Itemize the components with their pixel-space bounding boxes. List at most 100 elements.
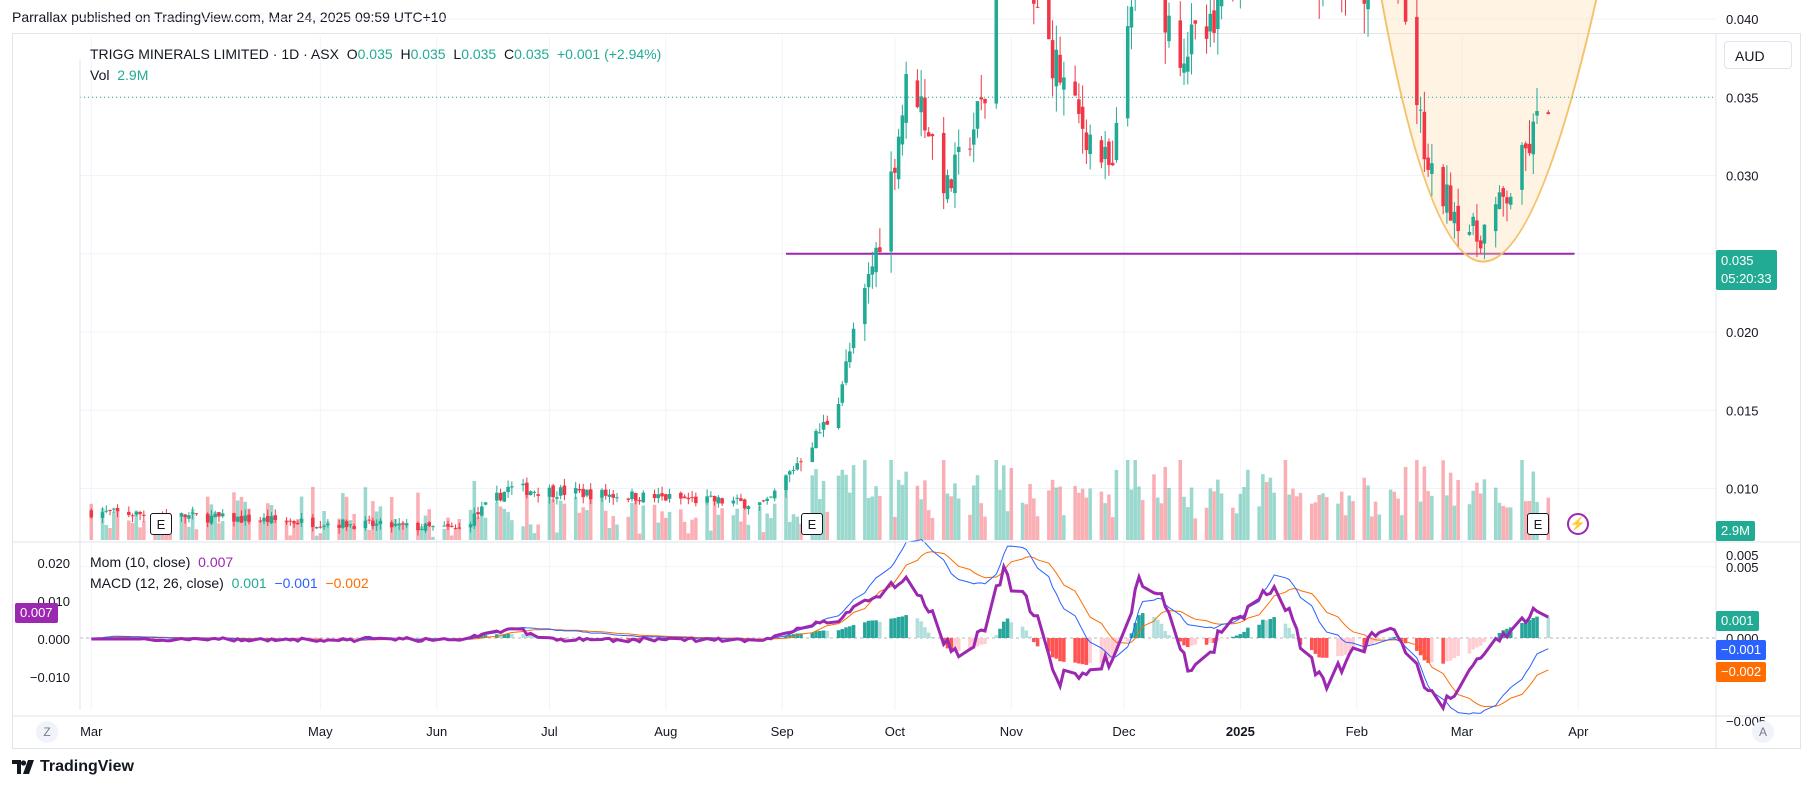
lightning-icon[interactable]: ⚡ — [1567, 513, 1589, 535]
macd-histogram-bar — [525, 635, 529, 638]
candle-body — [1099, 140, 1104, 163]
candle-body — [825, 420, 830, 425]
candle-body — [791, 469, 796, 471]
volume-bar — [1058, 486, 1062, 540]
volume-bar — [1422, 466, 1427, 540]
volume-bar — [1294, 496, 1299, 540]
macd-label[interactable]: MACD (12, 26, close) — [90, 575, 224, 591]
candle-body — [1125, 26, 1130, 119]
volume-bar — [100, 508, 105, 540]
macd-histogram-bar — [1452, 638, 1457, 658]
macd-histogram-bar — [311, 638, 315, 639]
time-tick-label: Aug — [654, 724, 677, 739]
candle-body — [1478, 240, 1483, 249]
auto-scale-toggle[interactable]: A — [1752, 721, 1774, 743]
candle-body — [739, 498, 743, 501]
volume-bar — [363, 487, 368, 540]
candle-body — [919, 96, 923, 113]
volume-bar — [983, 516, 987, 540]
macd-histogram-bar — [795, 633, 800, 638]
volume-bar — [521, 526, 525, 540]
candle-body — [690, 497, 694, 499]
volume-bar — [866, 497, 871, 540]
volume-label[interactable]: Vol — [90, 67, 110, 83]
macd-histogram-bar — [904, 615, 908, 638]
volume-bar — [449, 535, 454, 540]
candle-body — [427, 522, 432, 526]
volume-bar — [393, 518, 398, 540]
candle-body — [611, 494, 616, 498]
macd-histogram-bar — [1520, 622, 1524, 638]
macd-histogram-bar — [1088, 638, 1092, 664]
earnings-marker-1[interactable]: E — [150, 513, 172, 535]
macd-histogram-bar — [1388, 637, 1393, 638]
candle-body — [1493, 204, 1498, 232]
macd-histogram-bar — [840, 628, 845, 638]
bar-countdown: 05:20:33 — [1721, 271, 1772, 286]
macd-histogram-bar — [419, 638, 424, 639]
candle-body — [746, 506, 751, 510]
macd-histogram-bar — [1339, 638, 1344, 656]
macd-histogram-bar — [836, 630, 841, 638]
symbol-title[interactable]: TRIGG MINERALS LIMITED · 1D · ASX — [90, 46, 339, 62]
volume-bars — [89, 460, 1551, 540]
volume-bar — [761, 532, 766, 540]
candle-body — [130, 515, 135, 517]
volume-bar — [1343, 515, 1348, 540]
volume-bar — [919, 499, 923, 540]
macd-histogram-bar — [318, 638, 323, 639]
mom-label[interactable]: Mom (10, close) — [90, 554, 191, 570]
volume-bar — [258, 521, 263, 540]
candle-body — [1212, 10, 1216, 33]
volume-bar — [742, 499, 747, 540]
volume-bar — [558, 500, 563, 540]
volume-bar — [915, 485, 920, 540]
candle-body — [247, 514, 251, 522]
candle-body — [836, 403, 841, 429]
macd-histogram-bar — [878, 621, 882, 638]
volume-badge: 2.9M — [1716, 521, 1755, 541]
currency-button[interactable]: AUD — [1724, 41, 1792, 69]
candle-body — [314, 527, 319, 529]
macd-histogram-bar — [1234, 635, 1239, 638]
macd-histogram-bar — [1527, 620, 1532, 638]
volume-bar — [1028, 484, 1032, 540]
volume-bar — [284, 520, 289, 540]
volume-bar — [314, 535, 319, 540]
axes: 0.0550.0500.0450.0400.0350.0300.0250.020… — [12, 12, 1801, 748]
candle-body — [112, 508, 116, 510]
earnings-marker-2[interactable]: E — [801, 513, 823, 535]
macd-histogram-bar — [975, 638, 980, 647]
candle-body — [1208, 13, 1213, 32]
macd-line-value: −0.001 — [274, 575, 318, 591]
volume-bar — [573, 496, 578, 540]
macd-histogram-bar — [1035, 638, 1040, 647]
candle-body — [840, 384, 845, 403]
macd-histogram-bar — [344, 638, 349, 639]
volume-bar — [1047, 490, 1051, 540]
timezone-toggle[interactable]: Z — [36, 721, 58, 743]
candle-body — [510, 486, 514, 488]
candle-body — [878, 247, 882, 253]
low-label: L — [453, 46, 462, 62]
volume-bar — [536, 524, 540, 540]
candle-body — [194, 513, 199, 515]
candle-body — [457, 527, 462, 529]
macd-histogram-bar — [1505, 628, 1509, 638]
tradingview-logo[interactable]: TradingView — [12, 758, 134, 776]
candle-body — [239, 515, 244, 523]
candle-body — [1467, 232, 1472, 235]
earnings-marker-3[interactable]: E — [1527, 513, 1549, 535]
candle-body — [127, 511, 131, 516]
volume-bar — [1261, 474, 1265, 540]
volume-bar — [217, 523, 221, 540]
candle-body — [1456, 205, 1460, 232]
price-tick-label: 0.035 — [1726, 90, 1759, 105]
macd-histogram-bar — [889, 618, 893, 638]
volume-bar — [795, 516, 800, 540]
volume-bar — [1448, 472, 1453, 540]
volume-bar — [810, 475, 815, 540]
candle-body — [709, 495, 713, 497]
volume-bar — [1467, 504, 1472, 540]
